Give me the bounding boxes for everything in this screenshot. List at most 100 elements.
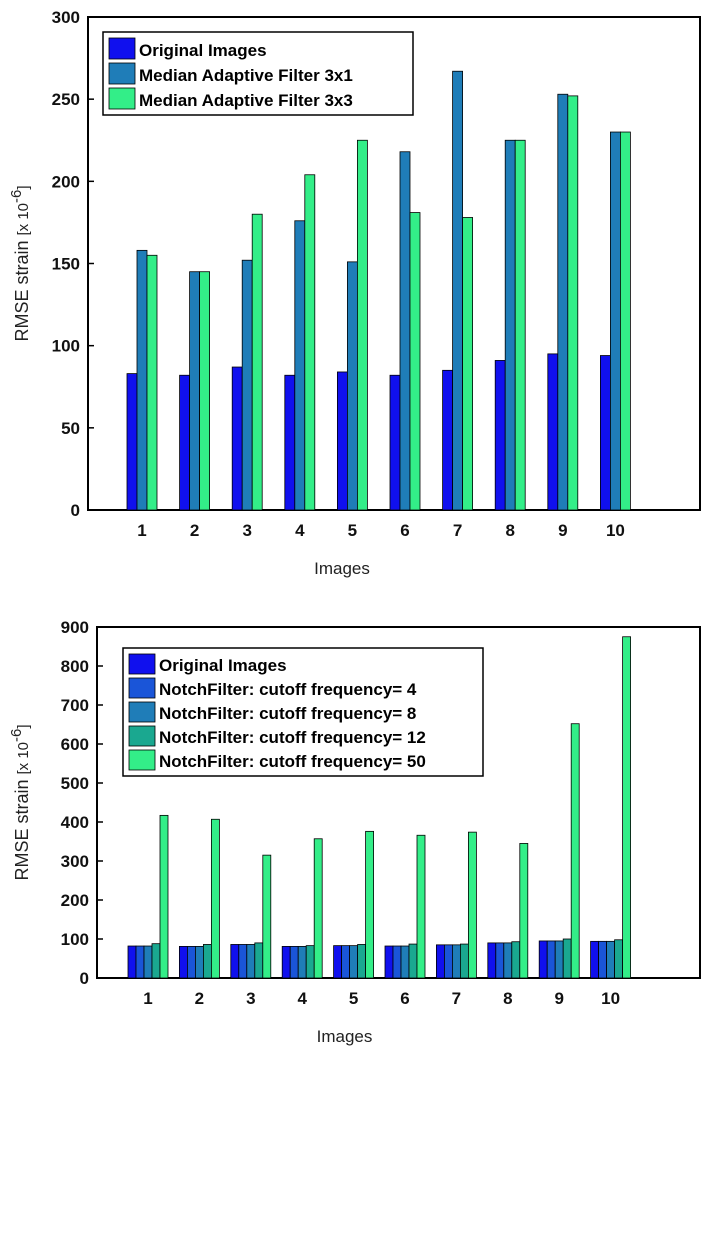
bar	[178, 946, 188, 979]
y-tick-label: 0	[71, 501, 80, 520]
bar	[284, 374, 296, 511]
bar	[231, 366, 243, 511]
bar	[357, 944, 367, 979]
y-tick-label: 100	[61, 930, 89, 949]
bar	[514, 139, 526, 511]
bar	[392, 945, 402, 979]
bar	[136, 249, 148, 511]
bar	[179, 374, 191, 511]
x-tick-label: 3	[242, 521, 251, 540]
bar	[297, 946, 307, 979]
legend-label: Median Adaptive Filter 3x3	[139, 91, 353, 110]
y-tick-label: 400	[61, 813, 89, 832]
bar	[546, 940, 556, 979]
bar	[606, 940, 615, 979]
bar	[230, 944, 240, 979]
bar	[262, 854, 272, 979]
bar	[189, 271, 201, 511]
bar	[202, 944, 212, 979]
y-tick-label: 800	[61, 657, 89, 676]
x-tick-label: 5	[348, 521, 357, 540]
bar	[126, 373, 138, 511]
bar	[462, 217, 474, 511]
y-tick-label: 600	[61, 735, 89, 754]
legend-swatch	[128, 677, 156, 699]
bar	[399, 151, 411, 511]
bar	[554, 940, 564, 979]
bar	[294, 220, 306, 511]
bar	[459, 943, 469, 979]
bar	[143, 945, 153, 979]
x-tick-label: 8	[503, 989, 512, 1008]
bar	[538, 940, 548, 979]
legend-label: NotchFilter: cutoff frequency= 4	[159, 680, 417, 699]
legend-label: NotchFilter: cutoff frequency= 8	[159, 704, 416, 723]
bar	[289, 946, 299, 979]
bar	[622, 636, 631, 979]
bar	[620, 131, 631, 511]
x-axis-title: Images	[317, 1027, 373, 1046]
bar	[305, 945, 315, 979]
bar	[600, 355, 611, 511]
y-axis-title: RMSE strain [x 10-6]	[8, 724, 32, 880]
bar	[127, 945, 137, 979]
bar	[304, 174, 316, 511]
bar	[442, 369, 454, 511]
bar	[281, 946, 291, 979]
bar	[557, 93, 569, 511]
y-tick-label: 300	[61, 852, 89, 871]
y-tick-label: 50	[61, 419, 80, 438]
legend-label: Original Images	[139, 41, 267, 60]
x-tick-label: 1	[143, 989, 152, 1008]
bar	[487, 942, 497, 979]
bar	[408, 943, 418, 979]
legend-label: NotchFilter: cutoff frequency= 50	[159, 752, 426, 771]
y-tick-label: 0	[80, 969, 89, 988]
bar	[519, 843, 529, 979]
bar	[146, 254, 158, 511]
chart-median-filter: 0 50 100 150 200 250 300 1 2 3 4 5 6 7 8 9 10 Images RMSE …	[8, 8, 701, 578]
x-tick-label: 3	[246, 989, 255, 1008]
bar	[246, 944, 256, 979]
legend-label: NotchFilter: cutoff frequency= 12	[159, 728, 426, 747]
bar	[562, 938, 572, 979]
y-tick-label: 900	[61, 620, 89, 637]
legend	[122, 647, 484, 777]
bar	[614, 939, 623, 979]
bar	[151, 943, 161, 979]
legend-swatch	[128, 701, 156, 723]
bar	[416, 834, 426, 979]
x-tick-label: 2	[190, 521, 199, 540]
chart-notch-filter: 0 100 200 300 400 500 600 700 800 900 1 2 3 4 5 6 7 8 9 10 I…	[8, 620, 701, 1046]
bar	[467, 831, 477, 979]
bar	[346, 261, 358, 511]
bar	[598, 940, 607, 979]
bar	[435, 944, 445, 979]
bar	[511, 941, 521, 979]
bar	[251, 213, 263, 511]
legend-swatch	[108, 37, 136, 60]
legend	[102, 31, 414, 116]
bar	[254, 942, 264, 979]
bar	[567, 95, 579, 511]
x-tick-label: 9	[558, 521, 567, 540]
bar	[389, 374, 401, 511]
bar	[349, 945, 359, 979]
x-tick-label: 8	[505, 521, 514, 540]
bar	[356, 139, 368, 511]
bar	[504, 139, 516, 511]
bar	[241, 259, 253, 511]
bar	[135, 945, 145, 979]
x-tick-label: 7	[453, 521, 462, 540]
x-axis-title: Images	[314, 559, 370, 578]
legend-label: Median Adaptive Filter 3x1	[139, 66, 353, 85]
bar	[570, 723, 580, 979]
x-tick-label: 9	[554, 989, 563, 1008]
bar	[494, 360, 506, 511]
bar	[194, 946, 204, 979]
legend-label: Original Images	[159, 656, 287, 675]
y-tick-label: 700	[61, 696, 89, 715]
bar	[409, 212, 421, 511]
x-tick-label: 7	[452, 989, 461, 1008]
x-tick-label: 2	[195, 989, 204, 1008]
